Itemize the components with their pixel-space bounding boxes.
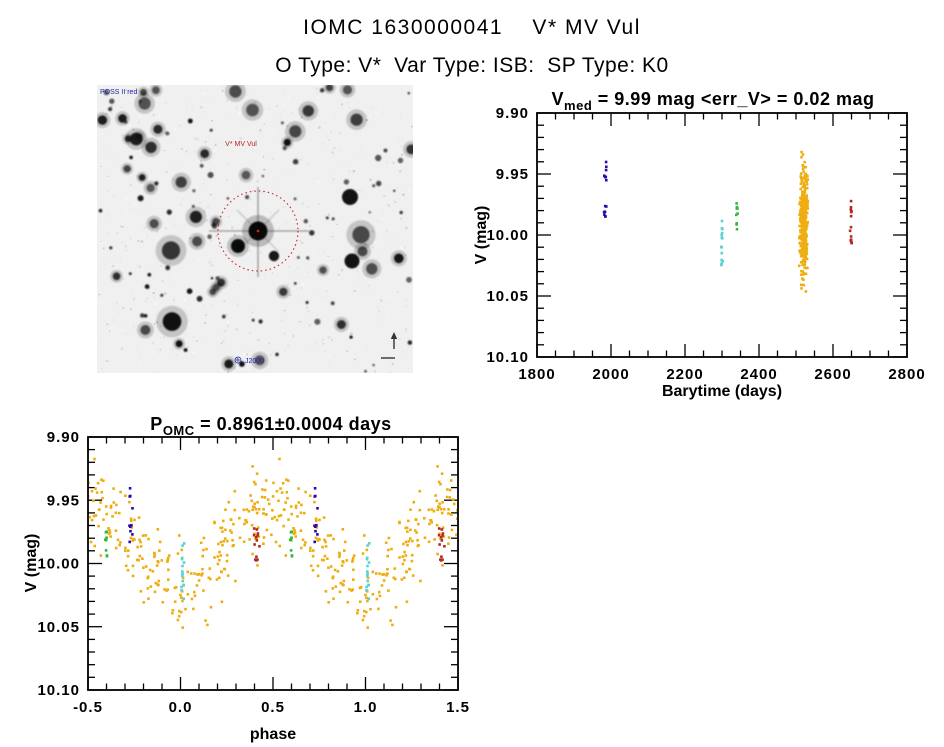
x-tick-label: 1800 [518, 366, 555, 383]
y-axis-label: V (mag) [23, 534, 40, 593]
x-tick-label: 2600 [814, 366, 851, 383]
page-title: IOMC 1630000041 V* MV Vul [303, 16, 641, 39]
compass-north-icon [390, 332, 398, 349]
phase-plot: -0.5 0.0 0.5 1.0 1.59.909.9510.0010.0510.10 … [23, 414, 470, 743]
x-tick-label: 2800 [888, 366, 925, 383]
data-points [89, 457, 457, 629]
target-label: V* MV Vul [225, 141, 257, 148]
x-tick-label: 0.0 [169, 699, 193, 716]
coordinate-stamp-label: J2000 [245, 358, 264, 365]
plot-title: Vmed = 9.99 mag <err_V> = 0.02 mag [552, 89, 875, 113]
y-tick-label: 10.05 [37, 619, 80, 636]
plot-frame [536, 112, 908, 358]
x-tick-label: 2400 [740, 366, 777, 383]
y-tick-label: 10.00 [37, 556, 80, 573]
axis-ticks [536, 112, 908, 358]
y-tick-label: 10.00 [486, 227, 529, 244]
y-tick-label: 9.90 [47, 429, 80, 446]
y-tick-label: 10.10 [486, 349, 529, 366]
coordinate-stamp: J2000 [234, 356, 264, 365]
reticle-icon [234, 356, 242, 364]
x-tick-label: -0.5 [73, 699, 103, 716]
x-tick-label: 2200 [666, 366, 703, 383]
plot-title: POMC = 0.8961±0.0004 days [150, 414, 391, 438]
x-tick-label: 2000 [592, 366, 629, 383]
y-axis-label: V (mag) [473, 206, 490, 265]
x-axis-label: Barytime (days) [662, 383, 782, 400]
y-tick-label: 10.10 [37, 682, 80, 699]
y-tick-label: 10.05 [486, 288, 529, 305]
axis-ticks [87, 436, 459, 691]
target-marker-circle [217, 190, 299, 272]
page-subtitle: O Type: V* Var Type: ISB: SP Type: K0 [275, 54, 669, 77]
plot-frame [87, 436, 459, 691]
y-tick-label: 9.90 [496, 105, 529, 122]
finder-chart-image: V* MV Vul POSS II red J2000 [97, 85, 413, 373]
x-tick-label: 1.5 [446, 699, 470, 716]
x-axis-label: phase [250, 726, 296, 743]
star-field [97, 85, 413, 373]
survey-stamp-label: POSS II red [100, 89, 137, 96]
y-tick-label: 9.95 [496, 166, 529, 183]
lightcurve-plot: 1800 2000 2200 2400 2600 2800 9.90 9.95 10.00 10.… [473, 89, 925, 400]
x-tick-label: 1.0 [354, 699, 378, 716]
data-points [602, 150, 853, 293]
y-tick-label: 9.95 [47, 492, 80, 509]
x-tick-label: 0.5 [261, 699, 285, 716]
